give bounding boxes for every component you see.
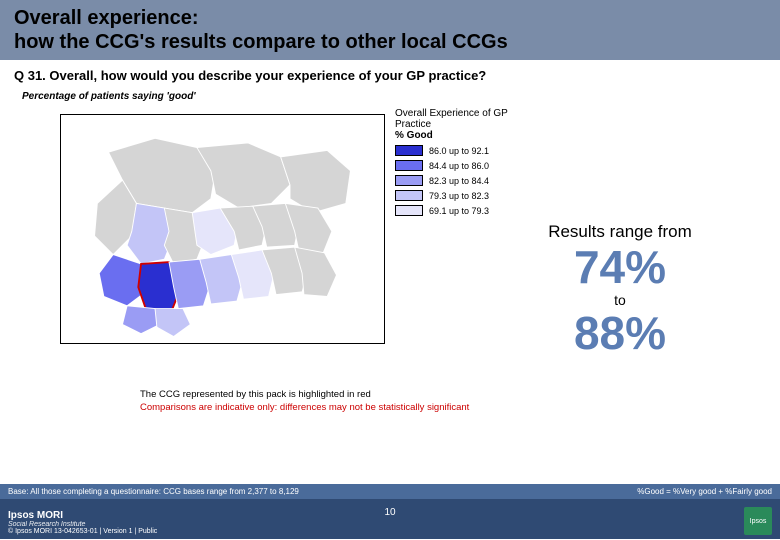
map-region <box>155 309 190 337</box>
title-bar: Overall experience: how the CCG's result… <box>0 0 780 60</box>
legend-item: 84.4 up to 86.0 <box>395 158 545 173</box>
page-number: 10 <box>384 507 395 518</box>
question-text: Q 31. Overall, how would you describe yo… <box>14 68 766 83</box>
legend-swatch <box>395 175 423 186</box>
legend-items: 86.0 up to 92.1 84.4 up to 86.0 82.3 up to… <box>395 143 545 218</box>
sublabel: Percentage of patients saying 'good' <box>0 87 780 104</box>
results-low: 74% <box>490 244 750 290</box>
footnotes: The CCG represented by this pack is high… <box>140 389 760 414</box>
footnote-2: Comparisons are indicative only: differe… <box>140 402 760 414</box>
results-heading: Results range from <box>490 222 750 242</box>
question-row: Q 31. Overall, how would you describe yo… <box>0 60 780 87</box>
footer-bottom: Ipsos MORI Social Research Institute © I… <box>0 499 780 539</box>
legend-label: 82.3 up to 84.4 <box>429 176 489 186</box>
legend-label: 69.1 up to 79.3 <box>429 206 489 216</box>
legend-label: 79.3 up to 82.3 <box>429 191 489 201</box>
brand: Ipsos MORI Social Research Institute <box>8 510 157 528</box>
footer-top: Base: All those completing a questionnai… <box>0 484 780 499</box>
legend-title: Overall Experience of GP Practice % Good <box>395 108 545 141</box>
legend-item: 69.1 up to 79.3 <box>395 203 545 218</box>
legend-swatch <box>395 160 423 171</box>
legend: Overall Experience of GP Practice % Good… <box>395 108 545 218</box>
page-title: Overall experience: how the CCG's result… <box>14 6 766 54</box>
title-line-2: how the CCG's results compare to other l… <box>14 31 508 53</box>
legend-swatch <box>395 205 423 216</box>
results-high: 88% <box>490 310 750 356</box>
copyright: © Ipsos MORI 13-042653-01 | Version 1 | … <box>8 528 157 535</box>
map-region <box>281 150 351 212</box>
legend-swatch <box>395 190 423 201</box>
legend-label: 86.0 up to 92.1 <box>429 146 489 156</box>
brand-block: Ipsos MORI Social Research Institute © I… <box>8 510 157 535</box>
map-region <box>122 306 159 334</box>
title-line-1: Overall experience: <box>14 7 199 29</box>
base-text: Base: All those completing a questionnai… <box>8 487 299 496</box>
legend-swatch <box>395 145 423 156</box>
footnote-1: The CCG represented by this pack is high… <box>140 389 760 401</box>
legend-item: 79.3 up to 82.3 <box>395 188 545 203</box>
footer: Base: All those completing a questionnai… <box>0 484 780 540</box>
choropleth-map <box>61 115 384 343</box>
good-definition: %Good = %Very good + %Fairly good <box>637 487 772 496</box>
legend-label: 84.4 up to 86.0 <box>429 161 489 171</box>
map-container <box>60 114 385 344</box>
results-to: to <box>490 292 750 308</box>
results-summary: Results range from 74% to 88% <box>490 222 750 356</box>
legend-item: 86.0 up to 92.1 <box>395 143 545 158</box>
content-area: Overall Experience of GP Practice % Good… <box>0 104 780 416</box>
ipsos-logo: Ipsos <box>744 507 772 535</box>
legend-item: 82.3 up to 84.4 <box>395 173 545 188</box>
